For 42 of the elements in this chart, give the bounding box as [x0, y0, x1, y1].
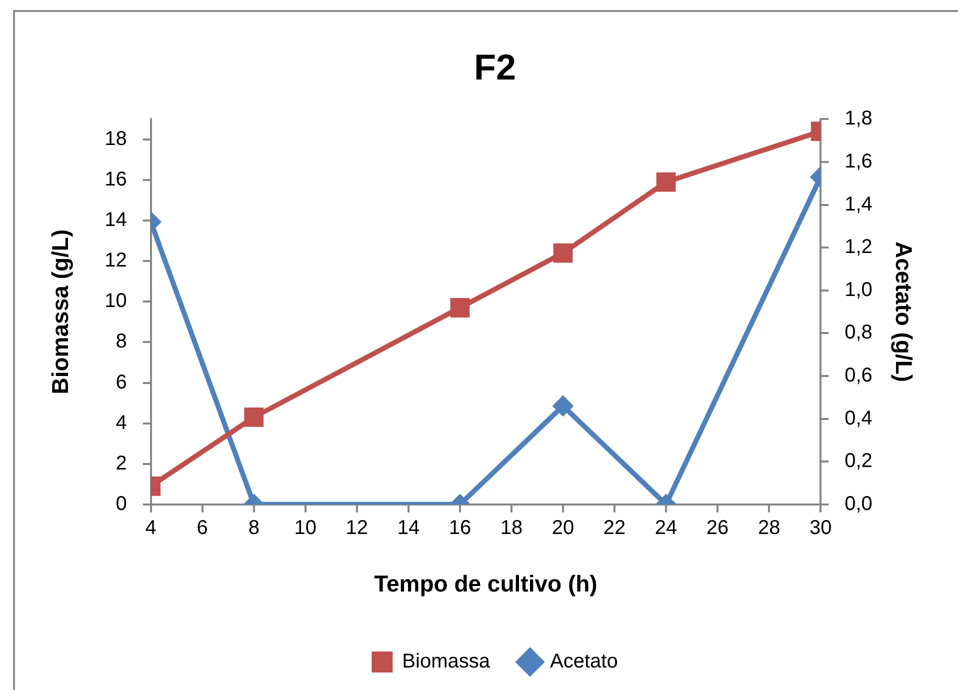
y-tick-label: 0 — [116, 492, 127, 515]
y-tick-label: 18 — [104, 128, 127, 150]
x-tick-label: 12 — [346, 516, 368, 539]
y-tick-label: 4 — [116, 412, 127, 434]
y-tick-label: 6 — [116, 371, 127, 394]
y2-tick-label: 0,2 — [844, 450, 872, 472]
point — [553, 243, 573, 263]
x-tick-label: 6 — [196, 516, 208, 539]
legend-label: Biomassa — [402, 650, 491, 673]
x-tick-label: 16 — [448, 516, 472, 539]
y-axis-title: Biomassa (g/L) — [47, 229, 74, 394]
x-axis-title: Tempo de cultivo (h) — [374, 570, 598, 597]
y-tick-label: 8 — [116, 330, 127, 353]
x-tick-label: 8 — [248, 516, 260, 539]
x-tick-label: 10 — [294, 516, 317, 539]
y2-tick-label: 0,4 — [844, 407, 872, 430]
y-tick-label: 14 — [104, 209, 127, 232]
x-tick-label: 14 — [397, 516, 420, 539]
x-tick-label: 24 — [654, 516, 678, 539]
y-tick-label: 12 — [104, 250, 127, 272]
y2-tick-label: 1,0 — [844, 278, 872, 301]
point — [450, 298, 470, 318]
chart-title: F2 — [474, 46, 516, 88]
x-tick-label: 18 — [500, 516, 523, 539]
x-tick-label: 20 — [552, 516, 574, 539]
y2-tick-label: 0,8 — [844, 322, 872, 344]
x-tick-label: 4 — [145, 516, 156, 539]
y2-tick-label: 0,0 — [844, 492, 872, 515]
y2-tick-label: 1,2 — [844, 236, 872, 258]
y2-tick-label: 1,4 — [844, 193, 872, 216]
x-tick-label: 28 — [758, 516, 780, 539]
legend-label: Acetato — [550, 650, 618, 673]
y2-tick-label: 0,6 — [844, 364, 872, 387]
x-tick-label: 22 — [603, 516, 626, 539]
y-tick-label: 10 — [104, 290, 127, 312]
y2-axis-title: Acetato (g/L) — [890, 242, 917, 382]
y2-tick-label: 1,8 — [844, 108, 872, 130]
y2-tick-label: 1,6 — [844, 150, 872, 173]
y-tick-label: 2 — [116, 452, 127, 474]
x-tick-label: 30 — [809, 516, 832, 539]
y-tick-label: 16 — [104, 168, 127, 191]
x-tick-label: 26 — [706, 516, 729, 539]
